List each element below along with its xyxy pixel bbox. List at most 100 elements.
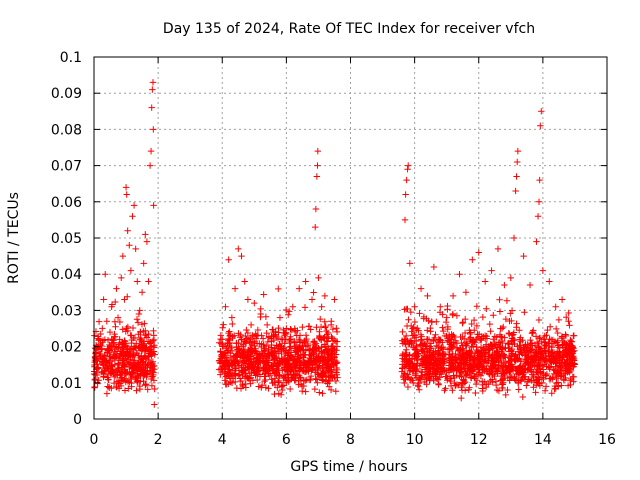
data-point <box>308 367 315 374</box>
data-point <box>472 389 479 397</box>
data-point <box>314 354 322 361</box>
data-point <box>546 335 553 343</box>
data-point <box>556 363 564 371</box>
data-point <box>443 314 450 321</box>
x-tick-label: 6 <box>282 432 291 448</box>
data-point <box>312 340 320 347</box>
points-layer <box>90 79 579 408</box>
data-point <box>516 326 523 334</box>
data-point <box>316 389 323 396</box>
data-point <box>265 357 273 364</box>
data-point <box>432 331 439 338</box>
data-point <box>283 378 290 386</box>
data-point <box>275 371 283 378</box>
data-point <box>150 377 158 384</box>
data-point <box>399 350 407 358</box>
data-point <box>459 333 466 341</box>
data-point <box>293 358 301 366</box>
x-tick-label: 12 <box>470 432 488 448</box>
data-point <box>121 375 128 383</box>
data-point <box>535 357 542 365</box>
data-point <box>453 367 460 375</box>
data-point <box>558 335 565 342</box>
data-point <box>327 386 335 394</box>
data-point <box>320 349 328 356</box>
data-point <box>127 353 134 361</box>
data-point <box>405 341 412 348</box>
data-point <box>228 379 236 387</box>
data-point <box>418 374 426 381</box>
data-point <box>274 335 282 342</box>
data-point <box>333 347 340 354</box>
data-point <box>480 346 487 353</box>
data-point <box>542 383 550 390</box>
data-point <box>502 391 509 399</box>
data-point <box>293 332 300 339</box>
data-point <box>404 305 411 313</box>
data-point <box>555 362 563 369</box>
data-point <box>453 312 461 319</box>
data-point <box>425 336 433 343</box>
data-point <box>295 355 303 362</box>
data-point <box>499 344 506 351</box>
data-point <box>462 289 470 296</box>
data-point <box>474 333 482 341</box>
data-point <box>278 383 285 390</box>
data-point <box>462 360 469 368</box>
data-point <box>430 360 438 367</box>
data-point <box>93 371 101 379</box>
data-point <box>121 366 128 373</box>
data-point <box>233 384 241 392</box>
data-point <box>493 348 501 356</box>
data-point <box>424 348 431 355</box>
data-point <box>523 382 530 389</box>
data-point <box>532 389 539 396</box>
data-point <box>235 339 242 347</box>
data-point <box>108 367 115 375</box>
data-point <box>146 340 154 347</box>
data-point <box>275 390 282 397</box>
data-point <box>289 303 296 310</box>
data-point <box>112 323 119 330</box>
data-point <box>301 339 308 346</box>
data-point <box>401 336 408 343</box>
data-point <box>225 380 232 388</box>
data-point <box>498 380 506 388</box>
data-point <box>124 360 132 368</box>
data-point <box>264 338 272 346</box>
data-point <box>514 147 522 155</box>
data-point <box>325 335 332 342</box>
data-point <box>475 349 483 356</box>
data-point <box>244 349 251 356</box>
data-point <box>417 285 425 292</box>
data-point <box>129 324 137 332</box>
data-point <box>536 334 544 342</box>
data-point <box>480 363 488 370</box>
data-point <box>260 291 267 298</box>
data-point <box>427 368 434 375</box>
data-point <box>219 324 226 331</box>
data-point <box>126 363 133 371</box>
data-point <box>554 351 561 359</box>
data-point <box>110 379 118 387</box>
data-point <box>458 394 465 402</box>
data-point <box>411 332 419 339</box>
data-point <box>479 369 486 376</box>
data-point <box>501 334 508 341</box>
data-point <box>329 325 337 333</box>
data-point <box>405 316 412 323</box>
data-point <box>491 372 498 380</box>
data-point <box>471 356 479 364</box>
data-point <box>108 385 115 392</box>
data-point <box>433 318 440 325</box>
data-point <box>416 310 423 317</box>
data-point <box>491 362 499 369</box>
data-point <box>147 147 155 155</box>
data-point <box>414 381 421 389</box>
data-point <box>137 334 144 342</box>
data-point <box>525 360 532 367</box>
data-point <box>150 202 157 209</box>
data-point <box>228 360 235 368</box>
data-point <box>113 354 120 361</box>
data-point <box>225 361 232 368</box>
